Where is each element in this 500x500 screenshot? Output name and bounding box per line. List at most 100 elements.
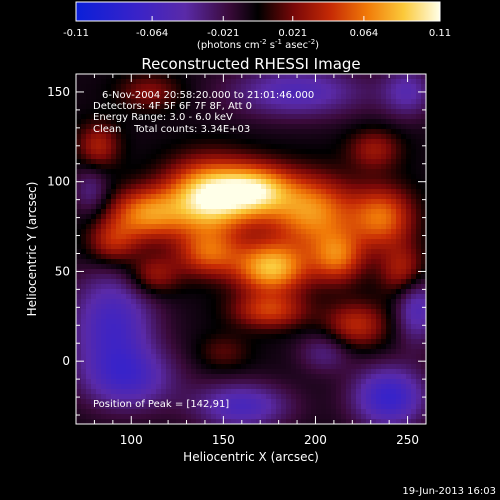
heatmap-cell bbox=[191, 394, 197, 400]
heatmap-cell bbox=[421, 124, 426, 130]
heatmap-cell bbox=[396, 334, 402, 340]
heatmap-cell bbox=[166, 134, 172, 140]
heatmap-cell bbox=[171, 399, 177, 405]
heatmap-cell bbox=[306, 354, 312, 360]
heatmap-cell bbox=[121, 334, 127, 340]
heatmap-cell bbox=[321, 299, 327, 305]
heatmap-cell bbox=[266, 389, 272, 395]
heatmap-cell bbox=[286, 349, 292, 355]
heatmap-cell bbox=[131, 99, 137, 105]
heatmap-cell bbox=[271, 99, 277, 105]
colorbar-gradient bbox=[75, 1, 441, 22]
heatmap-cell bbox=[326, 199, 332, 205]
heatmap-cell bbox=[91, 344, 97, 350]
heatmap-cell bbox=[231, 334, 237, 340]
heatmap-cell bbox=[276, 194, 282, 200]
heatmap-cell bbox=[391, 309, 397, 315]
heatmap-cell bbox=[216, 84, 222, 90]
heatmap-cell bbox=[231, 84, 237, 90]
heatmap-cell bbox=[366, 94, 372, 100]
heatmap-cell bbox=[271, 199, 277, 205]
heatmap-cell bbox=[381, 89, 387, 95]
heatmap-cell bbox=[196, 389, 202, 395]
heatmap-cell bbox=[181, 314, 187, 320]
heatmap-cell bbox=[336, 174, 342, 180]
heatmap-cell bbox=[411, 364, 417, 370]
heatmap-cell bbox=[141, 274, 147, 280]
heatmap-cell bbox=[261, 314, 267, 320]
heatmap-cell bbox=[366, 214, 372, 220]
heatmap-cell bbox=[261, 239, 267, 245]
heatmap-cell bbox=[286, 404, 292, 410]
heatmap-cell bbox=[166, 279, 172, 285]
heatmap-cell bbox=[226, 114, 232, 120]
heatmap-cell bbox=[366, 349, 372, 355]
heatmap-cell bbox=[81, 204, 87, 210]
heatmap-cell bbox=[166, 99, 172, 105]
heatmap-cell bbox=[356, 74, 362, 80]
heatmap-cell bbox=[261, 114, 267, 120]
heatmap-cell bbox=[406, 419, 412, 424]
heatmap-cell bbox=[351, 369, 357, 375]
heatmap-cell bbox=[241, 264, 247, 270]
heatmap-cell bbox=[416, 349, 422, 355]
heatmap-cell bbox=[81, 119, 87, 125]
heatmap-cell bbox=[336, 249, 342, 255]
heatmap-cell bbox=[361, 244, 367, 250]
heatmap-cell bbox=[301, 339, 307, 345]
heatmap-cell bbox=[356, 184, 362, 190]
heatmap-cell bbox=[81, 164, 87, 170]
heatmap-cell bbox=[171, 369, 177, 375]
y-tick-label: 50 bbox=[55, 264, 70, 278]
heatmap-cell bbox=[271, 364, 277, 370]
heatmap-cell bbox=[396, 314, 402, 320]
heatmap-cell bbox=[326, 229, 332, 235]
heatmap-cell bbox=[316, 379, 322, 385]
heatmap-cell bbox=[221, 319, 227, 325]
heatmap-cell bbox=[191, 389, 197, 395]
heatmap-cell bbox=[121, 279, 127, 285]
heatmap-cell bbox=[281, 104, 287, 110]
heatmap-cell bbox=[361, 399, 367, 405]
heatmap-cell bbox=[326, 254, 332, 260]
heatmap-cell bbox=[141, 114, 147, 120]
heatmap-cell bbox=[191, 199, 197, 205]
heatmap-cell bbox=[401, 324, 407, 330]
heatmap-cell bbox=[326, 224, 332, 230]
heatmap-cell bbox=[286, 149, 292, 155]
heatmap-cell bbox=[121, 124, 127, 130]
heatmap-cell bbox=[216, 264, 222, 270]
heatmap-cell bbox=[236, 164, 242, 170]
heatmap-cell bbox=[226, 164, 232, 170]
heatmap-cell bbox=[231, 169, 237, 175]
heatmap-cell bbox=[416, 309, 422, 315]
heatmap-cell bbox=[411, 294, 417, 300]
heatmap-cell bbox=[286, 104, 292, 110]
heatmap-cell bbox=[356, 324, 362, 330]
heatmap-cell bbox=[196, 129, 202, 135]
heatmap-cell bbox=[166, 194, 172, 200]
heatmap-cell bbox=[396, 219, 402, 225]
heatmap-cell bbox=[176, 319, 182, 325]
heatmap-cell bbox=[171, 239, 177, 245]
heatmap-cell bbox=[301, 74, 307, 80]
heatmap-cell bbox=[136, 144, 142, 150]
heatmap-cell bbox=[246, 249, 252, 255]
heatmap-cell bbox=[201, 109, 207, 115]
heatmap-cell bbox=[111, 394, 117, 400]
heatmap-cell bbox=[171, 389, 177, 395]
heatmap-cell bbox=[106, 94, 112, 100]
heatmap-cell bbox=[306, 129, 312, 135]
heatmap-cell bbox=[361, 79, 367, 85]
heatmap-cell bbox=[181, 369, 187, 375]
heatmap-cell bbox=[116, 99, 122, 105]
heatmap-cell bbox=[196, 329, 202, 335]
heatmap-cell bbox=[251, 184, 257, 190]
heatmap-cell bbox=[191, 134, 197, 140]
heatmap-cell bbox=[401, 264, 407, 270]
heatmap-cell bbox=[416, 244, 422, 250]
heatmap-cell bbox=[86, 219, 92, 225]
heatmap-cell bbox=[296, 284, 302, 290]
heatmap-cell bbox=[351, 329, 357, 335]
heatmap-cell bbox=[261, 249, 267, 255]
